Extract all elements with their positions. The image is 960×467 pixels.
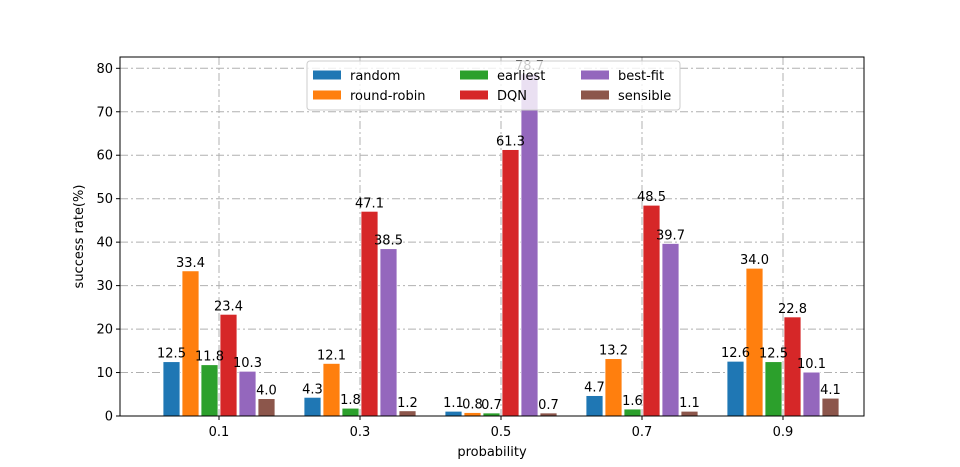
data-label: 38.5 bbox=[374, 234, 403, 249]
legend-label-earliest: earliest bbox=[497, 69, 545, 84]
data-label: 1.8 bbox=[340, 393, 361, 408]
bars bbox=[162, 73, 840, 417]
legend-swatch-dqn bbox=[460, 90, 488, 100]
data-label: 12.6 bbox=[721, 346, 750, 361]
y-tick-label: 0 bbox=[105, 410, 113, 425]
bar-random-0.1 bbox=[162, 361, 181, 417]
x-tick-label: 0.3 bbox=[350, 425, 371, 440]
data-label: 61.3 bbox=[496, 135, 525, 150]
y-tick-label: 70 bbox=[96, 105, 113, 120]
data-label: 47.1 bbox=[355, 196, 384, 211]
bar-sensible-0.3 bbox=[398, 410, 417, 417]
data-label: 12.5 bbox=[759, 347, 788, 362]
data-label: 0.7 bbox=[538, 398, 559, 413]
data-label: 23.4 bbox=[214, 299, 243, 314]
x-tick-label: 0.9 bbox=[773, 425, 794, 440]
data-label: 11.8 bbox=[195, 350, 224, 365]
bar-round-robin-0.3 bbox=[322, 363, 341, 417]
data-label: 0.7 bbox=[481, 398, 502, 413]
data-label: 1.1 bbox=[679, 396, 700, 411]
bar-random-0.7 bbox=[585, 395, 604, 417]
bar-best-fit-0.3 bbox=[379, 248, 398, 417]
legend-label-best-fit: best-fit bbox=[618, 69, 664, 84]
bar-sensible-0.9 bbox=[821, 397, 840, 417]
data-label: 13.2 bbox=[599, 344, 628, 359]
bar-round-robin-0.9 bbox=[745, 267, 764, 417]
legend-swatch-earliest bbox=[460, 70, 488, 80]
grid-lines bbox=[120, 57, 864, 416]
bar-random-0.3 bbox=[303, 396, 322, 417]
data-label: 1.6 bbox=[622, 394, 643, 409]
bar-earliest-0.7 bbox=[623, 408, 642, 417]
bar-random-0.5 bbox=[444, 410, 463, 417]
x-tick-label: 0.7 bbox=[632, 425, 653, 440]
bar-random-0.9 bbox=[726, 360, 745, 417]
y-tick-label: 60 bbox=[96, 149, 113, 164]
y-tick-label: 10 bbox=[96, 366, 113, 381]
data-label: 34.0 bbox=[740, 253, 769, 268]
legend-label-random: random bbox=[350, 69, 400, 84]
y-axis-title: success rate(%) bbox=[72, 185, 87, 289]
legend-swatch-best-fit bbox=[581, 70, 609, 80]
data-label: 12.5 bbox=[157, 347, 186, 362]
bar-earliest-0.1 bbox=[200, 364, 219, 417]
bar-sensible-0.7 bbox=[680, 410, 699, 417]
bar-earliest-0.3 bbox=[341, 407, 360, 417]
y-tick-label: 80 bbox=[96, 62, 113, 77]
data-label: 4.3 bbox=[302, 382, 323, 397]
data-label: 39.7 bbox=[656, 228, 685, 243]
data-label: 33.4 bbox=[176, 256, 205, 271]
data-label: 10.1 bbox=[797, 357, 826, 372]
x-axis: 0.1 0.3 0.5 0.7 0.9 bbox=[209, 416, 794, 440]
legend-swatch-round-robin bbox=[313, 90, 341, 100]
bar-round-robin-0.1 bbox=[181, 270, 200, 417]
legend-swatch-random bbox=[313, 70, 341, 80]
data-label: 4.0 bbox=[256, 384, 277, 399]
bar-earliest-0.9 bbox=[764, 361, 783, 417]
data-label: 22.8 bbox=[778, 302, 807, 317]
bar-best-fit-0.1 bbox=[238, 370, 257, 417]
legend-label-dqn: DQN bbox=[497, 89, 527, 104]
bar-dqn-0.5 bbox=[501, 149, 520, 417]
y-tick-label: 50 bbox=[96, 192, 113, 207]
bar-best-fit-0.7 bbox=[661, 243, 680, 417]
data-label: 0.8 bbox=[462, 398, 483, 413]
legend-swatch-sensible bbox=[581, 90, 609, 100]
bar-sensible-0.1 bbox=[257, 398, 276, 417]
data-label: 1.1 bbox=[443, 396, 464, 411]
y-tick-label: 40 bbox=[96, 236, 113, 251]
legend-label-round-robin: round-robin bbox=[350, 89, 426, 104]
x-tick-label: 0.5 bbox=[491, 425, 512, 440]
y-axis: 0 10 20 30 40 50 60 70 80 bbox=[96, 62, 120, 425]
data-label: 4.7 bbox=[584, 381, 605, 396]
x-tick-label: 0.1 bbox=[209, 425, 230, 440]
data-label: 1.2 bbox=[397, 396, 418, 411]
legend: random round-robin earliest DQN best-fit sens… bbox=[306, 60, 681, 111]
bar-best-fit-0.9 bbox=[802, 371, 821, 417]
y-tick-label: 20 bbox=[96, 323, 113, 338]
x-axis-title: probability bbox=[457, 445, 527, 460]
data-label: 12.1 bbox=[317, 348, 346, 363]
y-tick-label: 30 bbox=[96, 279, 113, 294]
data-label: 10.3 bbox=[233, 356, 262, 371]
bar-best-fit-0.5 bbox=[520, 73, 539, 417]
data-labels: 12.5 4.3 1.1 4.7 12.6 33.4 12.1 0.8 13.2 34.0 11.8… bbox=[157, 59, 841, 413]
bar-round-robin-0.7 bbox=[604, 358, 623, 417]
data-label: 4.1 bbox=[820, 383, 841, 398]
bar-round-robin-0.5 bbox=[463, 412, 482, 417]
plot-area-frame bbox=[119, 56, 865, 417]
legend-label-sensible: sensible bbox=[618, 89, 671, 104]
data-label: 48.5 bbox=[637, 190, 666, 205]
